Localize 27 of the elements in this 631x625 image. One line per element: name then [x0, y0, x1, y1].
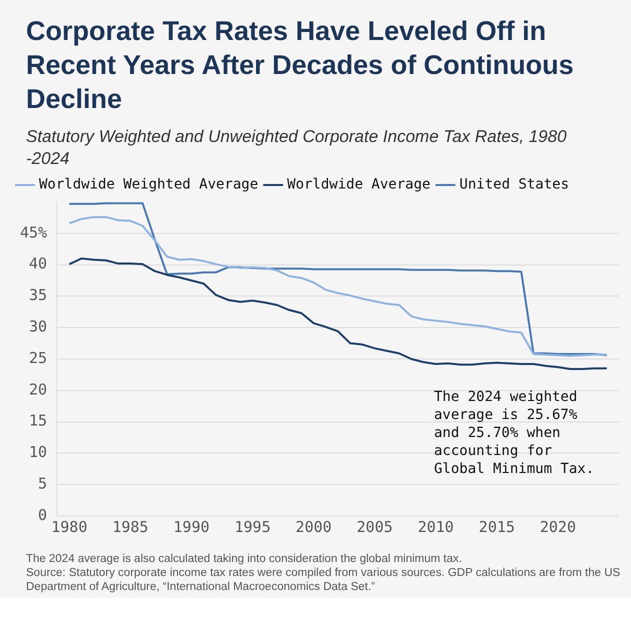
text: The 2024 average is also calculated taking into consideration the global minimum tax.	[25, 552, 463, 566]
x-tick-label: 2000	[296, 518, 332, 536]
y-tick-label: 40	[29, 254, 48, 273]
y-tick-label: 25	[29, 348, 48, 367]
x-tick-label: 2005	[356, 518, 393, 536]
y-tick-label: 35	[29, 286, 48, 304]
x-tick-label: 2015	[478, 518, 515, 536]
legend-label: United States	[459, 176, 570, 193]
x-tick-label: 2010	[418, 518, 454, 536]
source-note: Source: Statutory corporate income tax rates were compiled from various sources. GDP calculations are from the US Department of Agriculture, “International Macroeconomics Data Set.”	[25, 566, 622, 594]
y-tick-label: 45%	[20, 223, 48, 242]
chart-title: Corporate Tax Rates Have Leveled Off in Recent Years After Decades of Continuous Decline	[25, 15, 575, 116]
y-tick-label: 10	[29, 443, 48, 462]
legend-label: Worldwide Weighted Average	[39, 176, 258, 193]
x-tick-label: 1985	[112, 518, 148, 536]
x-tick-label: 1995	[234, 518, 271, 536]
y-tick-label: 0	[38, 506, 48, 524]
y-tick-label: 30	[29, 317, 48, 336]
y-tick-label: 15	[29, 412, 48, 430]
y-tick-label: 5	[38, 474, 48, 492]
chart-subtitle: Statutory Weighted and Unweighted Corporate Income Tax Rates, 1980 -2024	[25, 126, 568, 170]
x-tick-label: 2020	[540, 518, 576, 536]
legend-label: Worldwide Average	[287, 176, 430, 193]
y-tick-label: 20	[29, 380, 48, 398]
annotation: The 2024 weighted average is 25.67% and 25.70% when accounting for Global Minimum Tax.	[434, 389, 594, 478]
x-tick-label: 1990	[173, 518, 210, 536]
x-tick-label: 1980	[51, 518, 88, 536]
